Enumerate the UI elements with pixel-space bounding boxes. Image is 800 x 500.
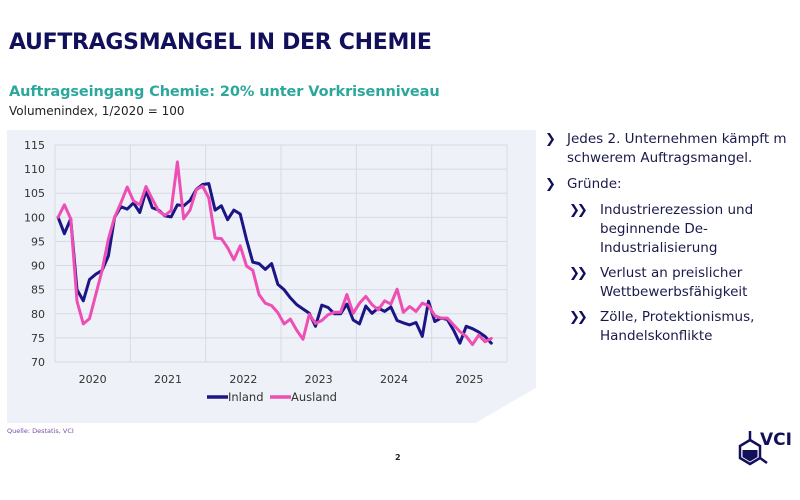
y-tick-label: 85 <box>31 284 45 297</box>
series-lines <box>56 160 493 347</box>
bullet-item: ❯❯ Zölle, Protektionismus, Handelskonflikt… <box>543 308 800 346</box>
bullet-item: ❯❯ Industrierezession und beginnende De- In… <box>543 201 800 258</box>
bullet-text-line: Verlust an preislicher <box>600 265 743 281</box>
y-tick-label: 75 <box>31 332 45 345</box>
y-tick-label: 80 <box>31 308 45 321</box>
bullet-text-line: Zölle, Protektionismus, <box>600 309 755 325</box>
x-tick-label: 2024 <box>380 373 408 386</box>
x-axis-ticks: 2020 2021 2022 2023 2024 2025 <box>79 373 484 386</box>
bullet-item: ❯ Gründe: <box>543 175 800 194</box>
x-tick-label: 2025 <box>455 373 483 386</box>
double-chevron-icon: ❯❯ <box>569 203 588 218</box>
y-tick-label: 95 <box>31 235 45 248</box>
legend-label-inland: Inland <box>228 390 264 404</box>
y-tick-label: 110 <box>24 163 45 176</box>
bullet-text-line: schwerem Auftragsmangel. <box>567 150 753 166</box>
page-number: 2 <box>395 453 401 462</box>
bullet-text-line: beginnende De- <box>600 221 708 237</box>
grid-lines <box>54 144 508 363</box>
vci-logo-text: VCI <box>760 430 792 450</box>
x-tick-label: 2022 <box>229 373 257 386</box>
x-tick-label: 2020 <box>79 373 107 386</box>
series-line-ausland <box>56 160 493 347</box>
legend: Inland Ausland <box>207 390 337 404</box>
bullet-list: ❯ Jedes 2. Unternehmen kämpft m schwerem A… <box>543 130 800 352</box>
y-tick-label: 105 <box>24 187 45 200</box>
bullet-text-line: Jedes 2. Unternehmen kämpft m <box>567 131 787 147</box>
bullet-text-line: Industrierezession und <box>600 202 754 218</box>
slide-title: AUFTRAGSMANGEL IN DER CHEMIE <box>9 30 432 55</box>
y-tick-label: 90 <box>31 260 45 273</box>
double-chevron-icon: ❯❯ <box>569 310 588 325</box>
y-tick-label: 100 <box>24 211 45 224</box>
source-note: Quelle: Destatis, VCI <box>7 427 74 435</box>
legend-label-ausland: Ausland <box>291 390 337 404</box>
y-tick-label: 70 <box>31 356 45 369</box>
chart-subtitle: Auftragseingang Chemie: 20% unter Vorkri… <box>9 84 440 100</box>
series-line-inland <box>56 182 493 345</box>
bullet-text-line: Handelskonflikte <box>600 328 713 344</box>
bullet-item: ❯❯ Verlust an preislicher Wettbewerbsfähig… <box>543 264 800 302</box>
bullet-text-line: Industrialisierung <box>600 240 718 256</box>
bullet-marker-icon: ❯ <box>545 132 556 147</box>
x-tick-label: 2023 <box>305 373 333 386</box>
y-tick-label: 115 <box>24 139 45 152</box>
vci-logo-icon <box>738 431 768 466</box>
double-chevron-icon: ❯❯ <box>569 266 588 281</box>
bullet-item: ❯ Jedes 2. Unternehmen kämpft m schwerem A… <box>543 130 800 168</box>
chart-unit-note: Volumenindex, 1/2020 = 100 <box>9 104 185 118</box>
bullet-text-line: Wettbewerbsfähigkeit <box>600 284 748 300</box>
y-axis-ticks: 70 75 80 85 90 95 100 105 110 115 <box>24 139 45 369</box>
bullet-text-line: Gründe: <box>567 176 622 192</box>
bullet-marker-icon: ❯ <box>545 177 556 192</box>
x-tick-label: 2021 <box>154 373 182 386</box>
